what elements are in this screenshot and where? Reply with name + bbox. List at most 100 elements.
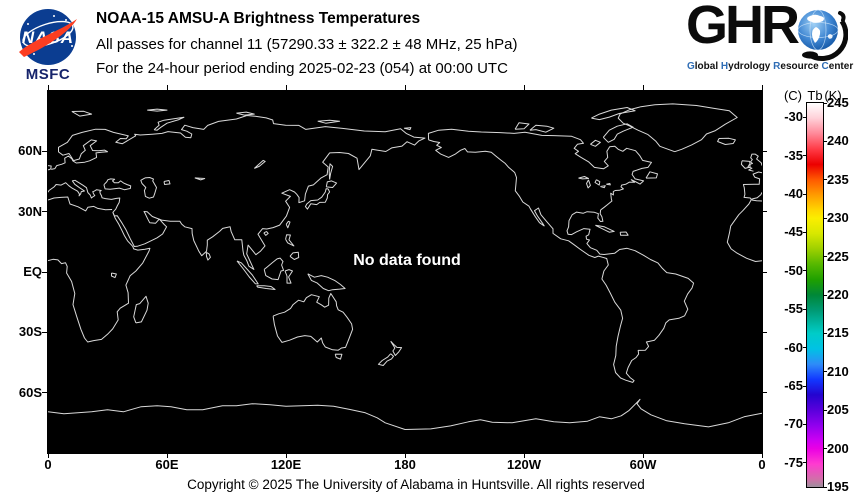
colorbar-kelvin-tick [823, 409, 827, 411]
world-map: No data found [47, 90, 763, 454]
coastline-segment [194, 177, 206, 181]
coastline-segment [740, 160, 751, 169]
colorbar-celsius-tick [803, 231, 807, 233]
no-data-message: No data found [353, 252, 461, 269]
colorbar-celsius-unit: (C) [783, 88, 803, 103]
lat-axis-tick [762, 150, 767, 152]
colorbar-kelvin-label: 245 [827, 95, 849, 110]
ghrc-logo: GHR Global Hydrology Resource Center [686, 0, 854, 80]
lat-axis-tick [42, 331, 47, 333]
lat-axis-tick [762, 211, 767, 213]
colorbar-kelvin-unit: (K) [824, 88, 842, 103]
colorbar-celsius-label: -45 [784, 224, 803, 240]
coastline-segment [263, 231, 269, 236]
coastline-segment [595, 224, 615, 233]
coastline-segment [617, 103, 738, 153]
ghrc-subtitle-word: Center [821, 61, 854, 72]
lon-axis-tick [404, 85, 406, 90]
colorbar-kelvin-tick [823, 102, 827, 104]
colorbar-kelvin-label: 195 [827, 479, 849, 494]
ghrc-subtitle-word: Global [687, 61, 721, 72]
coastline-segment [289, 251, 300, 260]
coastline-segment [514, 122, 530, 130]
lat-axis-label: 60S [18, 384, 42, 400]
nasa-logo: NASA MSFC [14, 8, 82, 83]
lon-axis-tick [285, 453, 287, 458]
coastline-segment [619, 231, 629, 236]
coastline-segment [594, 179, 601, 186]
coastline-segment [377, 353, 394, 366]
coastline-segment [726, 199, 763, 262]
lat-axis-label: EQ [23, 264, 42, 279]
colorbar-celsius-tick [803, 270, 807, 272]
coastline-segment [403, 127, 412, 131]
coastline-segment [133, 295, 149, 324]
colorbar-kelvin-tick [823, 140, 827, 142]
lon-axis-label: 120W [507, 457, 541, 472]
coastline-segment [103, 178, 132, 191]
coastline-segment [586, 179, 591, 189]
coastline-segment [529, 124, 555, 133]
colorbar-celsius-tick [803, 423, 807, 425]
colorbar-celsius-tick [803, 116, 807, 118]
colorbar-celsius-label: -60 [784, 339, 803, 355]
coastline-segment [284, 269, 293, 284]
lon-axis-tick [642, 453, 644, 458]
colorbar-celsius-label: -75 [784, 454, 803, 470]
coastline-segment [253, 159, 266, 169]
colorbar-kelvin-label: 240 [827, 133, 849, 149]
coastline-segment [256, 285, 276, 290]
colorbar-celsius-tick [803, 193, 807, 195]
coastline-segment [47, 165, 52, 171]
lon-axis-tick [761, 453, 763, 458]
coastline-segment [602, 123, 634, 143]
colorbar-celsius-label: -65 [784, 378, 803, 393]
lon-axis-tick [404, 453, 406, 458]
lon-axis-tick [523, 85, 525, 90]
lat-axis-label: 30S [18, 324, 42, 340]
coastline-segment [427, 128, 695, 383]
colorbar-kelvin-label: 235 [827, 171, 849, 187]
colorbar-celsius-tick [803, 347, 807, 349]
colorbar-kelvin-label: 220 [827, 287, 849, 302]
coastline-segment [390, 340, 403, 356]
colorbar-kelvin-tick [823, 486, 827, 488]
coastline-segment [263, 257, 285, 281]
ocean-background [48, 91, 762, 453]
lat-axis-tick [42, 211, 47, 213]
lat-axis-tick [762, 392, 767, 394]
colorbar-celsius-label: -40 [784, 186, 803, 201]
lat-axis-tick [42, 150, 47, 152]
coastline-segment [747, 153, 763, 172]
header-titles: NOAA-15 AMSU-A Brightness Temperatures A… [96, 10, 656, 84]
coastline-segment [591, 107, 636, 121]
coastline-segment [47, 398, 763, 430]
lat-axis-tick [42, 271, 47, 273]
lon-axis-tick [642, 85, 644, 90]
colorbar-celsius-tick [803, 155, 807, 157]
coastline-segment [590, 139, 601, 147]
lon-axis-tick [47, 453, 49, 458]
lat-axis-label: 30N [18, 203, 42, 219]
period-subtitle: For the 24-hour period ending 2025-02-23… [96, 60, 508, 77]
lat-axis-tick [762, 331, 767, 333]
coastline-segment [147, 108, 168, 112]
coastline-segment [645, 171, 658, 179]
colorbar-kelvin-tick [823, 217, 827, 219]
coastline-segment [47, 115, 426, 270]
coastline-segment [304, 188, 331, 210]
colorbar-kelvin-tick [823, 371, 827, 373]
colorbar-kelvin-tick [823, 256, 827, 258]
colorbar-kelvin-tick [823, 448, 827, 450]
colorbar-celsius-tick [803, 385, 807, 387]
coastline-segment [334, 353, 343, 360]
colorbar-celsius-label: -70 [784, 416, 803, 432]
lon-axis-tick [761, 85, 763, 90]
coastline-segment [751, 199, 763, 202]
colorbar-gradient [806, 102, 824, 488]
page-title: NOAA-15 AMSU-A Brightness Temperatures [96, 10, 421, 27]
colorbar-celsius-label: -50 [784, 262, 803, 278]
coastline-segment [285, 220, 291, 229]
coastline-segment [272, 293, 354, 351]
